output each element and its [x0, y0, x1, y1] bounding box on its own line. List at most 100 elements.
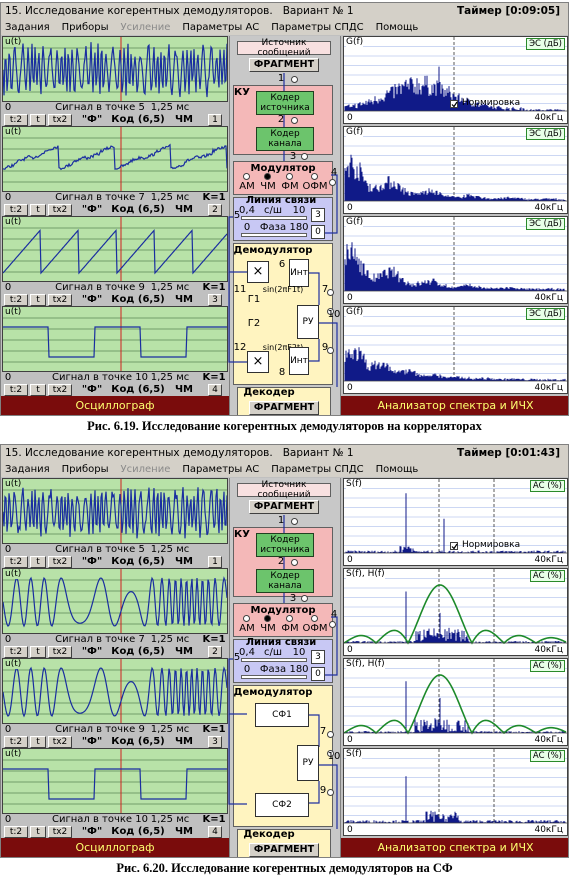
- channel-button[interactable]: 4: [208, 384, 222, 396]
- modulation-option: АМ: [239, 623, 255, 634]
- mode-badge[interactable]: ЭС (дБ): [526, 308, 565, 320]
- scheme-label: 0: [243, 664, 251, 675]
- fragment-button[interactable]: ФРАГМЕНТ: [249, 500, 319, 514]
- x-end: 40кГц: [534, 293, 563, 303]
- radio-button[interactable]: [311, 615, 318, 622]
- menu-item[interactable]: Параметры СПДС: [271, 21, 364, 33]
- time-scale-button[interactable]: tх2: [48, 826, 72, 838]
- checkbox[interactable]: [450, 100, 458, 108]
- radio-button[interactable]: [291, 117, 298, 124]
- time-scale-button[interactable]: tх2: [48, 384, 72, 396]
- time-scale-button[interactable]: tх2: [48, 736, 72, 748]
- time-scale-button[interactable]: t:2: [4, 204, 28, 216]
- checkbox[interactable]: [450, 542, 458, 550]
- demodulator-label: 10: [327, 751, 341, 762]
- mode-badge[interactable]: АС (%): [529, 750, 565, 762]
- time-scale-button[interactable]: t:2: [4, 646, 28, 658]
- window-mode: "Ф": [81, 204, 103, 215]
- slider[interactable]: [241, 216, 307, 220]
- time-scale-button[interactable]: tх2: [48, 114, 72, 126]
- fragment-button[interactable]: ФРАГМЕНТ: [249, 58, 319, 72]
- channel-button[interactable]: 2: [208, 204, 222, 216]
- x-end: 1,25 мс: [150, 724, 190, 735]
- radio-button[interactable]: [286, 615, 293, 622]
- spectrum-bars: [344, 776, 566, 823]
- time-scale-button[interactable]: t: [30, 384, 46, 396]
- time-scale-button[interactable]: t: [30, 646, 46, 658]
- time-scale-button[interactable]: tх2: [48, 204, 72, 216]
- radio-button[interactable]: [327, 347, 334, 354]
- radio-button[interactable]: [264, 615, 271, 622]
- slider[interactable]: [241, 658, 307, 662]
- radio-button[interactable]: [264, 173, 271, 180]
- mode-badge[interactable]: ЭС (дБ): [526, 128, 565, 140]
- time-scale-button[interactable]: t: [30, 826, 46, 838]
- radio-button[interactable]: [301, 595, 308, 602]
- gain: K=1: [202, 634, 226, 645]
- menu-bar: Задания Приборы Усиление Параметры АС Параме…: [1, 461, 568, 477]
- menu-item[interactable]: Параметры АС: [182, 463, 260, 475]
- mode-badge[interactable]: АС (%): [529, 660, 565, 672]
- mode-badge[interactable]: АС (%): [529, 480, 565, 492]
- radio-button[interactable]: [327, 789, 334, 796]
- radio-button[interactable]: [327, 731, 334, 738]
- fragment-button[interactable]: ФРАГМЕНТ: [249, 843, 319, 857]
- menu-item[interactable]: Помощь: [375, 21, 419, 33]
- radio-button[interactable]: [286, 173, 293, 180]
- radio-button[interactable]: [327, 289, 334, 296]
- x-end: 40кГц: [534, 113, 563, 123]
- time-scale-button[interactable]: tх2: [48, 294, 72, 306]
- radio-button[interactable]: [243, 173, 250, 180]
- radio-button[interactable]: [243, 615, 250, 622]
- radio-button[interactable]: [291, 559, 298, 566]
- channel-button[interactable]: 2: [208, 646, 222, 658]
- fragment-button[interactable]: ФРАГМЕНТ: [249, 401, 319, 415]
- menu-item[interactable]: Задания: [5, 21, 50, 33]
- time-scale-button[interactable]: t: [30, 556, 46, 568]
- menu-item[interactable]: Задания: [5, 463, 50, 475]
- menu-item[interactable]: Параметры АС: [182, 21, 260, 33]
- time-scale-button[interactable]: t: [30, 114, 46, 126]
- time-scale-button[interactable]: t:2: [4, 556, 28, 568]
- x-end: 40кГц: [534, 825, 563, 835]
- mode-badge[interactable]: ЭС (дБ): [526, 38, 565, 50]
- radio-button[interactable]: [311, 173, 318, 180]
- channel-button[interactable]: 3: [208, 736, 222, 748]
- slider[interactable]: [241, 233, 307, 237]
- radio-button[interactable]: [327, 308, 334, 315]
- slider[interactable]: [241, 675, 307, 679]
- radio-button[interactable]: [329, 621, 336, 628]
- time-scale-button[interactable]: tх2: [48, 556, 72, 568]
- channel-button[interactable]: 4: [208, 826, 222, 838]
- radio-button[interactable]: [291, 76, 298, 83]
- time-scale-button[interactable]: t:2: [4, 736, 28, 748]
- menu-item[interactable]: Приборы: [61, 463, 109, 475]
- spectrum: S(f), H(f) АС (%) 0 40кГц: [343, 568, 568, 656]
- scheme-label: 3: [289, 593, 297, 604]
- time-scale-button[interactable]: t:2: [4, 114, 28, 126]
- radio-button[interactable]: [329, 179, 336, 186]
- modulation: ЧМ: [174, 646, 194, 657]
- menu-item[interactable]: Помощь: [375, 463, 419, 475]
- time-scale-button[interactable]: t:2: [4, 384, 28, 396]
- radio-button[interactable]: [301, 153, 308, 160]
- radio-button[interactable]: [327, 750, 334, 757]
- time-scale-button[interactable]: t: [30, 204, 46, 216]
- menu-item[interactable]: Усиление: [120, 463, 171, 475]
- mode-badge[interactable]: ЭС (дБ): [526, 218, 565, 230]
- channel-button[interactable]: 3: [208, 294, 222, 306]
- menu-item[interactable]: Усиление: [120, 21, 171, 33]
- time-scale-button[interactable]: t:2: [4, 826, 28, 838]
- menu-item[interactable]: Приборы: [61, 21, 109, 33]
- mode-badge[interactable]: АС (%): [529, 570, 565, 582]
- radio-button[interactable]: [291, 518, 298, 525]
- time-scale-button[interactable]: tх2: [48, 646, 72, 658]
- scheme-box: Кодер канала: [256, 127, 314, 151]
- time-scale-button[interactable]: t: [30, 294, 46, 306]
- menu-item[interactable]: Параметры СПДС: [271, 463, 364, 475]
- channel-button[interactable]: 1: [208, 114, 222, 126]
- time-scale-button[interactable]: t:2: [4, 294, 28, 306]
- channel-button[interactable]: 1: [208, 556, 222, 568]
- time-scale-button[interactable]: t: [30, 736, 46, 748]
